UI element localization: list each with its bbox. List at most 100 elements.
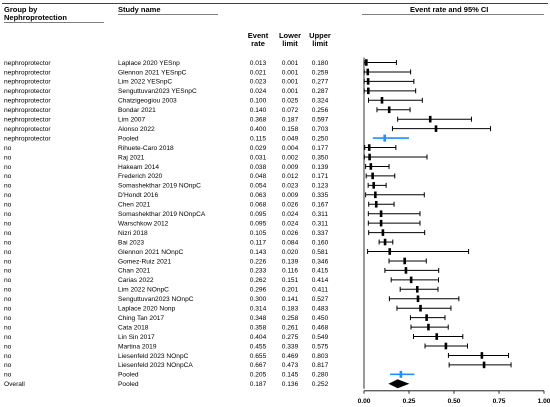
upper-limit-cell: 0.177: [312, 145, 329, 152]
lower-limit-cell: 0.187: [282, 117, 299, 124]
study-cell: Senguttuvan2023 YESnpC: [118, 88, 197, 95]
upper-limit-cell: 0.171: [312, 173, 329, 180]
event-rate-cell: 0.296: [250, 287, 267, 294]
lower-limit-cell: 0.001: [282, 88, 299, 95]
x-axis-tick-label: 0.25: [403, 398, 416, 405]
group-cell: no: [4, 268, 12, 275]
lower-limit-cell: 0.258: [282, 315, 299, 322]
table-row: no Glennon 2021 NOnpC 0.143 0.020 0.581: [4, 248, 470, 256]
table-row: no Somashekthar 2019 NOnpCA 0.095 0.024 0.31…: [4, 210, 421, 218]
x-axis-tick-label: 0.75: [493, 398, 506, 405]
group-cell: no: [4, 277, 12, 284]
table-row: no Lin Sin 2017 0.404 0.275 0.549: [4, 333, 464, 341]
table-row: no Rihuete-Caro 2018 0.029 0.004 0.177: [4, 144, 397, 152]
lower-limit-cell: 0.072: [282, 107, 299, 114]
study-cell: Raj 2021: [118, 154, 145, 161]
study-cell: Somashekthar 2019 NOnpC: [118, 183, 201, 190]
table-row: Overall Pooled 0.187 0.136 0.252: [4, 379, 410, 389]
upper-limit-cell: 0.180: [312, 60, 329, 67]
study-cell: Laplace 2020 Nonp: [118, 306, 176, 313]
study-cell: Lim 2007: [118, 117, 145, 124]
group-cell: nephroprotector: [4, 88, 51, 95]
event-rate-cell: 0.205: [250, 372, 267, 379]
lower-limit-header-line2: limit: [282, 39, 298, 48]
event-rate-cell: 0.314: [250, 306, 267, 313]
study-cell: Frederich 2020: [118, 173, 163, 180]
point-estimate: [404, 267, 408, 274]
study-cell: Senguttuvan2023 NOnpC: [118, 296, 194, 303]
event-rate-cell: 0.226: [250, 258, 267, 265]
upper-limit-cell: 0.167: [312, 202, 329, 209]
study-cell: Alonso 2022: [118, 126, 155, 133]
group-cell: nephroprotector: [4, 126, 51, 133]
group-cell: no: [4, 306, 12, 313]
upper-limit-cell: 0.324: [312, 98, 329, 105]
study-cell: Rihuete-Caro 2018: [118, 145, 174, 152]
study-cell: Pooled: [118, 135, 139, 142]
point-estimate: [368, 153, 371, 161]
table-row: no Warschkow 2012 0.095 0.024 0.311: [4, 219, 421, 227]
lower-limit-cell: 0.339: [282, 343, 299, 350]
table-row: nephroprotector Lim 2007 0.368 0.187 0.597: [4, 115, 472, 124]
group-cell: no: [4, 315, 12, 322]
group-cell: no: [4, 192, 12, 199]
upper-limit-cell: 0.259: [312, 69, 329, 76]
group-variable-header: Nephroprotection: [4, 13, 67, 22]
table-row: no Gomez-Ruiz 2021 0.226 0.139 0.346: [4, 257, 427, 265]
table-row: no Somashekthar 2019 NOnpC 0.054 0.023 0.123: [4, 182, 387, 190]
x-axis-tick-label: 0.00: [358, 398, 371, 405]
table-row: nephroprotector Bondar 2021 0.140 0.072 0.25…: [4, 106, 411, 114]
point-estimate: [415, 286, 419, 293]
lower-limit-cell: 0.009: [282, 192, 299, 199]
lower-limit-cell: 0.158: [282, 126, 299, 133]
study-cell: Cata 2018: [118, 324, 149, 331]
lower-limit-cell: 0.116: [282, 268, 298, 275]
event-rate-cell: 0.143: [250, 249, 267, 256]
point-estimate: [434, 125, 438, 132]
overall-diamond: [388, 379, 410, 389]
study-cell: Laplace 2020 YESnp: [118, 60, 180, 67]
point-estimate: [371, 172, 374, 180]
point-estimate: [374, 191, 377, 199]
table-row: nephroprotector Alonso 2022 0.400 0.158 0.70…: [4, 125, 492, 133]
study-cell: Hakeam 2014: [118, 164, 159, 171]
lower-limit-cell: 0.183: [282, 306, 299, 313]
group-cell: no: [4, 258, 12, 265]
point-estimate: [379, 210, 383, 217]
table-row: nephroprotector Glennon 2021 YESnpC 0.021 0…: [4, 68, 412, 76]
table-row: nephroprotector Senguttuvan2023 YESnpC 0.0…: [4, 87, 417, 95]
group-cell: no: [4, 183, 12, 190]
point-estimate: [383, 238, 387, 246]
group-cell: no: [4, 287, 12, 294]
event-rate-cell: 0.348: [250, 315, 267, 322]
event-rate-cell: 0.048: [250, 173, 267, 180]
upper-limit-cell: 0.415: [312, 268, 329, 275]
event-rate-cell: 0.115: [250, 135, 266, 142]
point-estimate: [409, 276, 413, 284]
upper-limit-cell: 0.252: [312, 381, 329, 388]
lower-limit-cell: 0.023: [282, 183, 299, 190]
study-cell: Ching Tan 2017: [118, 315, 164, 322]
upper-limit-cell: 0.581: [312, 249, 329, 256]
pooled-estimate: [383, 134, 386, 142]
event-rate-cell: 0.358: [250, 324, 267, 331]
forest-rows: nephroprotector Laplace 2020 YESnp 0.013 0.…: [4, 57, 512, 389]
event-rate-cell: 0.455: [250, 343, 267, 350]
lower-limit-cell: 0.201: [282, 287, 299, 294]
group-cell: no: [4, 324, 12, 331]
point-estimate: [374, 200, 378, 208]
upper-limit-cell: 0.123: [312, 183, 329, 190]
study-cell: Lim 2022 NOnpC: [118, 287, 169, 294]
group-cell: no: [4, 220, 12, 227]
upper-limit-cell: 0.337: [312, 230, 329, 237]
table-row: no Carias 2022 0.262 0.151 0.414: [4, 276, 440, 284]
event-rate-cell: 0.667: [250, 362, 267, 369]
group-cell: no: [4, 154, 12, 161]
upper-limit-cell: 0.311: [312, 211, 328, 218]
table-row: no Senguttuvan2023 NOnpC 0.300 0.141 0.527: [4, 295, 460, 303]
upper-limit-cell: 0.483: [312, 306, 329, 313]
table-row: no Chan 2021 0.233 0.116 0.415: [4, 267, 440, 275]
lower-limit-header-line1: Lower: [279, 31, 301, 40]
study-cell: Nizri 2018: [118, 230, 148, 237]
upper-limit-cell: 0.414: [312, 277, 329, 284]
